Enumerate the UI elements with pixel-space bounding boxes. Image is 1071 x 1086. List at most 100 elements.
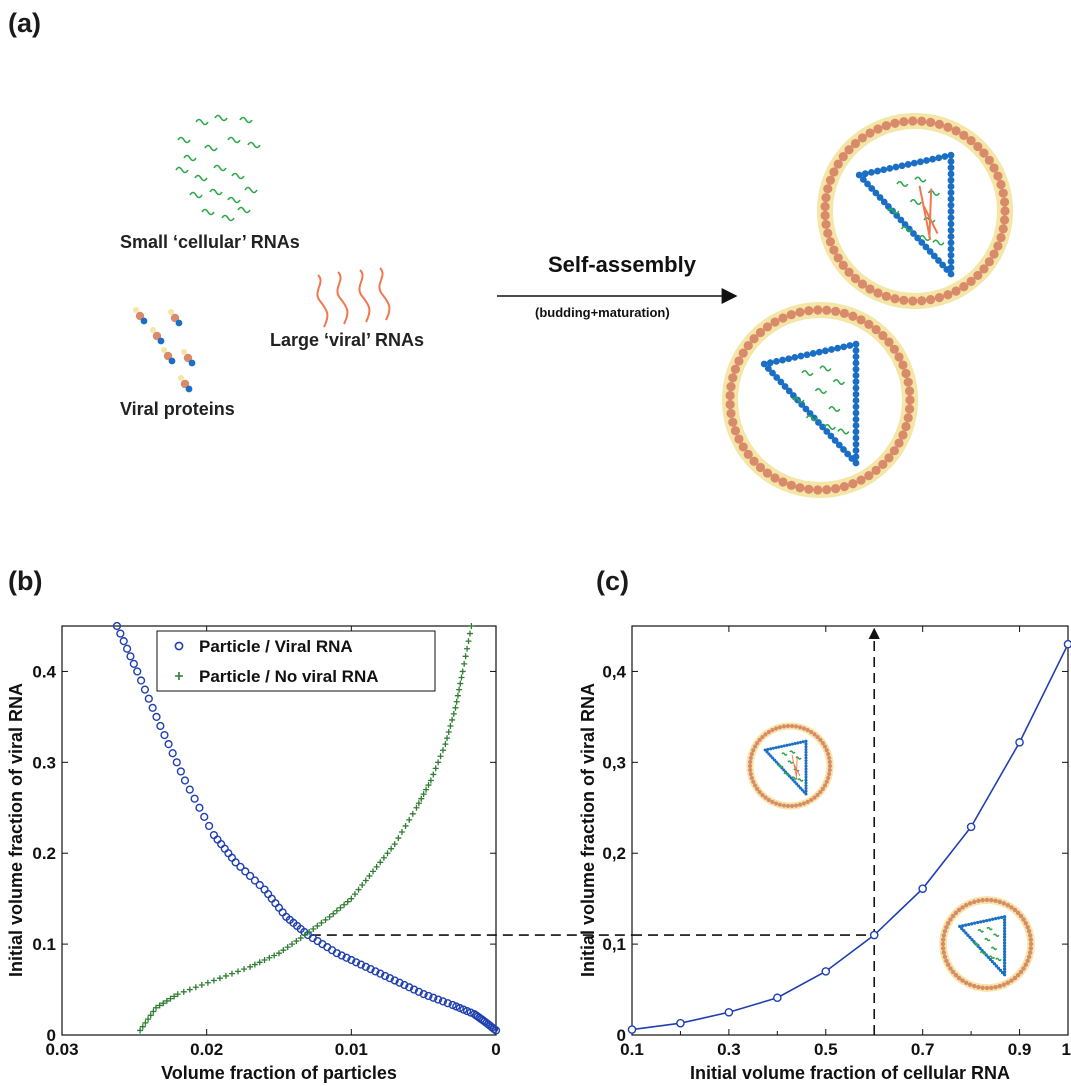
point-particle-no-viral-rna [359, 882, 366, 889]
point-particle-no-viral-rna [171, 993, 178, 1000]
envelope-bead [755, 741, 760, 746]
capsid-bead [962, 929, 966, 933]
envelope-bead [943, 122, 953, 132]
point-particle-no-viral-rna [457, 680, 464, 687]
capsid-bead [804, 781, 808, 785]
capsid-bead [859, 176, 867, 183]
small-rna-strand [239, 116, 253, 124]
capsid-bead [764, 365, 772, 372]
small-rna-strand [201, 208, 215, 216]
envelope-bead [903, 377, 913, 387]
point-particle-no-viral-rna [337, 904, 344, 911]
capsid-bead [763, 748, 767, 752]
envelope-bead [1012, 907, 1018, 913]
capsid-small-rna [805, 414, 818, 422]
point-particle-no-viral-rna [163, 997, 170, 1004]
envelope-bead [801, 801, 806, 806]
envelope-bead [941, 946, 946, 951]
capsid-bead [797, 352, 805, 360]
envelope-bead [770, 799, 775, 804]
capsid-bead [804, 753, 808, 757]
envelope-bead [820, 741, 825, 746]
envelope-bead [998, 188, 1008, 198]
capsid-bead [1002, 941, 1007, 945]
envelope-bead [1025, 924, 1030, 930]
capsid-bead [1002, 944, 1007, 948]
envelope-bead [999, 197, 1010, 207]
envelope-bead [1028, 937, 1033, 942]
point-particle-no-viral-rna [261, 957, 268, 964]
chart-b-legend: Particle / Viral RNA Particle / No viral… [156, 630, 436, 692]
capsid-bead [804, 750, 808, 754]
capsid-bead [777, 745, 781, 749]
envelope-bead [823, 228, 833, 238]
envelope-bead [894, 352, 904, 362]
envelope-bead [967, 982, 973, 987]
x-tick-label: 0.03 [45, 1040, 78, 1059]
point-particle-no-viral-rna [280, 947, 287, 954]
envelope-bead [825, 237, 836, 247]
capsid-bead [795, 782, 799, 786]
envelope-bead [774, 801, 779, 806]
envelope-bead [878, 330, 888, 341]
point-particle-viral-rna [160, 730, 169, 740]
envelope-bead [973, 141, 983, 152]
envelope-bead [1025, 958, 1030, 964]
capsid-bead [779, 744, 784, 749]
envelope-bead [777, 725, 783, 730]
small-rna-strand [227, 136, 241, 144]
envelope-bead [960, 905, 965, 910]
envelope-bead [884, 453, 894, 463]
capsid-bead [804, 770, 808, 774]
envelope-bead [822, 744, 828, 749]
point-particle-no-viral-rna [420, 791, 427, 798]
envelope-bead [789, 803, 795, 809]
envelope-bead [827, 759, 832, 765]
envelope-bead [889, 344, 899, 354]
point-particle-viral-rna [414, 987, 423, 996]
capsid-bead [804, 756, 808, 760]
envelope-bead [748, 771, 753, 777]
y-tick-label: 0,2 [602, 844, 626, 863]
chart-c-series [627, 639, 1071, 1034]
envelope-bead [967, 901, 973, 906]
point-particle-viral-rna [395, 978, 404, 987]
capsid-bead [852, 397, 860, 404]
capsid-small-rna [990, 946, 998, 951]
virion-interior [738, 318, 902, 482]
capsid-bead [1002, 964, 1007, 968]
capsid-small-rna [792, 396, 805, 404]
y-tick-label: 0,4 [602, 662, 626, 681]
point-particle-viral-rna [116, 629, 125, 638]
envelope-bead [873, 288, 883, 298]
chart-b-ticks: 0.03 0.02 0.01 0 0 0.1 0.2 0.3 0.4 [32, 626, 501, 1059]
y-tick-label: 0,3 [602, 753, 626, 772]
capsid-viral-rna [918, 185, 939, 240]
point-particle-no-viral-rna [432, 765, 439, 772]
point-particle-no-viral-rna [153, 1004, 160, 1011]
envelope-bead [901, 368, 911, 379]
capsid-bead [930, 252, 938, 260]
envelope-bead [844, 267, 854, 277]
capsid-bead [973, 921, 977, 925]
envelope-bead [757, 789, 762, 795]
point-particle-viral-rna [361, 962, 370, 971]
x-tick-label: 0.3 [717, 1040, 741, 1059]
envelope-bead [865, 128, 875, 138]
capsid-bead [991, 917, 995, 921]
point-particle-viral-rna [172, 758, 181, 767]
point-particle-viral-rna [424, 991, 433, 1001]
x-tick-label: 1 [1062, 1040, 1071, 1059]
capsid-bead [929, 155, 937, 163]
point-particle-no-viral-rna [256, 959, 263, 966]
series-point [918, 884, 927, 893]
capsid-bead [947, 245, 955, 253]
capsid-bead [1002, 967, 1007, 971]
envelope-bead [948, 966, 953, 971]
capsid-bead [993, 917, 998, 921]
capsid-bead [804, 742, 808, 746]
capsid-bead [979, 920, 983, 924]
envelope-bead [815, 734, 820, 740]
envelope-bead [770, 728, 775, 733]
capsid-bead [1002, 923, 1007, 928]
